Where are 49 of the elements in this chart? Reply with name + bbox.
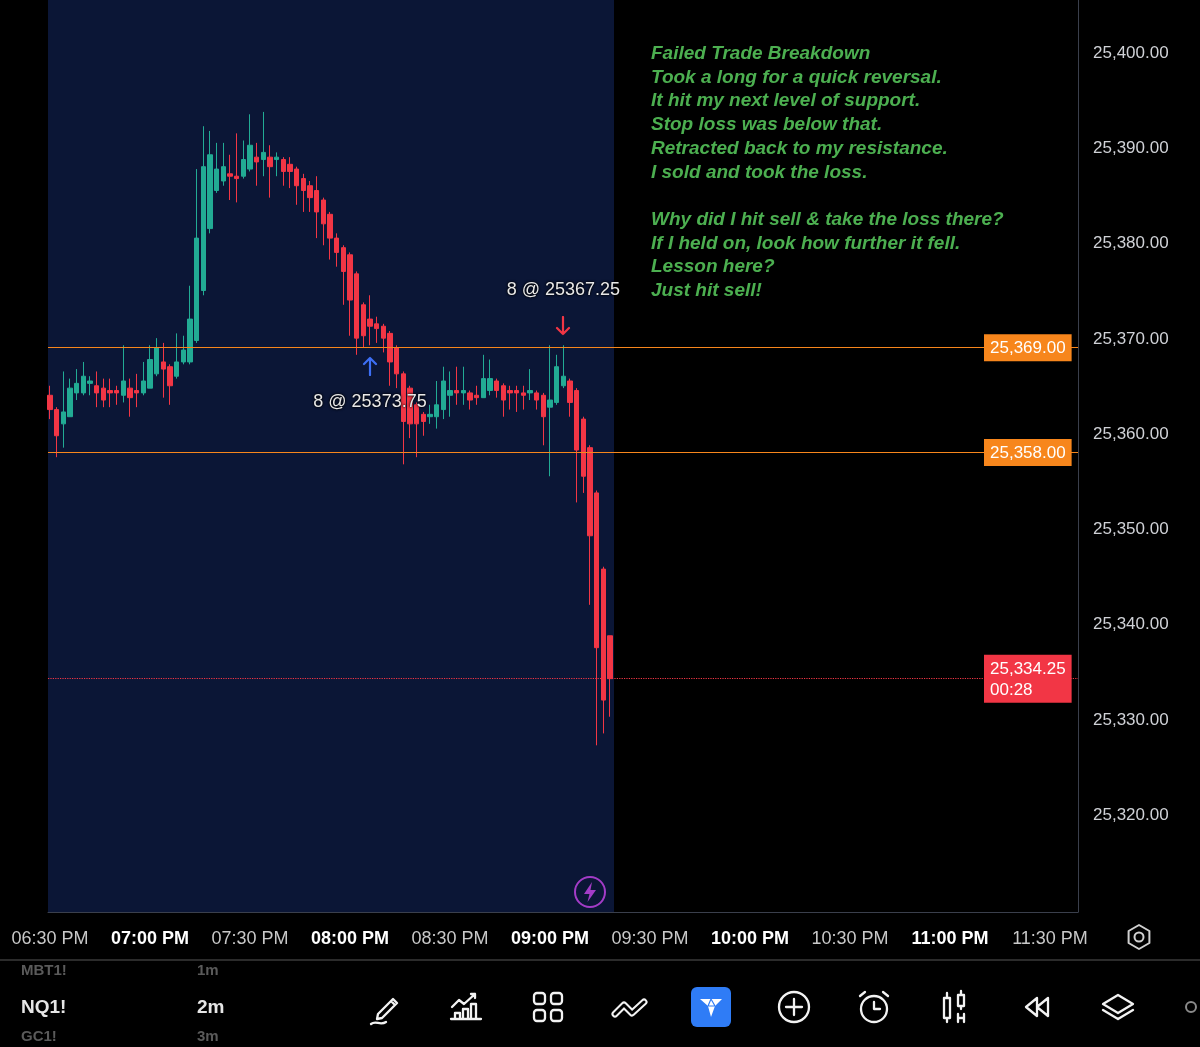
candlestick <box>254 142 259 187</box>
annotation: Why did I hit sell & take the loss there? If I held on, look how further it fell. Lesson here? Just hit sell! <box>651 206 1004 302</box>
y-tick-label: 25,390.00 <box>1093 138 1169 158</box>
candlestick <box>521 385 526 411</box>
y-tick-label: 25,360.00 <box>1093 423 1169 443</box>
candlestick <box>274 151 279 177</box>
candlestick <box>261 111 266 177</box>
annotation: 8 @ 25367.25 <box>506 278 621 301</box>
y-tick-label: 25,380.00 <box>1093 233 1169 253</box>
candlestick <box>121 344 126 403</box>
x-tick-label: 10:00 PM <box>710 928 790 948</box>
candlestick <box>174 332 179 380</box>
candlestick <box>541 392 546 446</box>
ref-line-label: 25,334.25 00:28 <box>990 658 1066 699</box>
candlestick <box>94 370 99 408</box>
x-tick-label: 08:30 PM <box>411 928 489 948</box>
y-tick-label: 25,330.00 <box>1093 709 1169 729</box>
candlestick <box>534 390 539 411</box>
y-tick-label: 25,370.00 <box>1093 328 1169 348</box>
y-tick-label: 25,400.00 <box>1093 42 1169 62</box>
annotation: Failed Trade Breakdown Took a long for a quick reversal. It hit my next level of support. Stop loss was below that. Retracted back to my resistance. I sold and took the loss. <box>651 41 949 184</box>
candlestick <box>221 142 226 187</box>
x-tick-label: 09:30 PM <box>611 928 689 948</box>
x-tick-label: 07:00 PM <box>110 928 190 948</box>
x-tick-label: 06:30 PM <box>11 928 89 948</box>
candlestick <box>421 411 426 437</box>
y-tick-label: 25,350.00 <box>1093 519 1169 539</box>
x-tick-label: 07:30 PM <box>211 928 289 948</box>
text: MBT1! <box>21 961 67 979</box>
text: NQ1! <box>21 995 67 1019</box>
ref-line-label: 25,358.00 <box>990 442 1066 462</box>
candlestick <box>494 378 499 399</box>
x-tick-label: 11:30 PM <box>1012 928 1088 948</box>
ref-line-label: 25,369.00 <box>990 338 1066 358</box>
candlestick <box>461 366 466 406</box>
text: 2m <box>197 995 225 1019</box>
text: 3m <box>197 1027 219 1045</box>
y-tick-label: 25,340.00 <box>1093 614 1169 634</box>
x-tick-label: 09:00 PM <box>510 928 590 948</box>
candlestick <box>527 368 533 401</box>
x-tick-label: 10:30 PM <box>811 928 889 948</box>
text: 1m <box>197 961 219 979</box>
x-tick-label: 11:00 PM <box>911 928 989 948</box>
candlestick <box>454 366 459 406</box>
candlestick <box>561 344 566 389</box>
text: GC1! <box>21 1027 57 1045</box>
x-tick-label: 08:00 PM <box>310 928 390 948</box>
candlestick <box>267 144 273 199</box>
y-tick-label: 25,320.00 <box>1093 804 1169 824</box>
